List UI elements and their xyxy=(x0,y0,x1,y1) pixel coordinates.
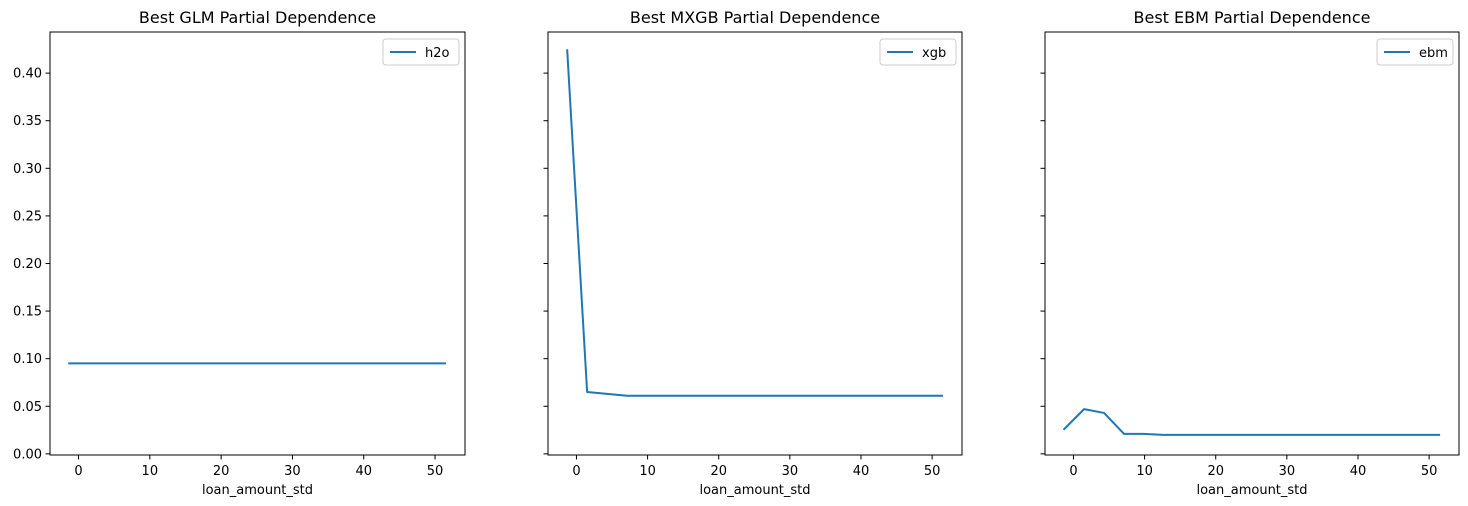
x-tick-label: 20 xyxy=(710,464,727,479)
x-tick-label: 30 xyxy=(1279,464,1296,479)
y-tick-label: 0.35 xyxy=(13,114,42,129)
y-tick-label: 0.40 xyxy=(13,67,42,82)
axes-frame xyxy=(547,31,963,456)
chart-title: Best GLM Partial Dependence xyxy=(139,8,376,27)
x-tick-label: 40 xyxy=(1350,464,1367,479)
x-tick-label: 50 xyxy=(924,464,941,479)
x-tick-label: 10 xyxy=(1136,464,1153,479)
y-tick-label: 0.30 xyxy=(13,162,42,177)
series-line-ebm xyxy=(1062,408,1441,436)
x-axis-label: loan_amount_std xyxy=(1196,483,1307,498)
x-axis-label: loan_amount_std xyxy=(202,483,313,498)
panel-1: 0 10 20 30 40 50 0.00 0.05 0.10 0.15 0.20 0.25 0.30 0… xyxy=(13,8,466,498)
legend-label: h2o xyxy=(425,46,450,61)
x-tick-label: 20 xyxy=(1207,464,1224,479)
legend-box xyxy=(1376,38,1454,66)
chart-title: Best MXGB Partial Dependence xyxy=(630,8,880,27)
series-line-xgb xyxy=(566,49,944,397)
legend-box xyxy=(879,38,957,66)
y-tick-label: 0.25 xyxy=(13,209,42,224)
x-tick-label: 50 xyxy=(427,464,444,479)
chart-title: Best EBM Partial Dependence xyxy=(1134,8,1371,27)
x-axis-label: loan_amount_std xyxy=(699,483,810,498)
y-tick-label: 0.15 xyxy=(13,305,42,320)
x-tick-label: 50 xyxy=(1421,464,1438,479)
x-tick-label: 30 xyxy=(284,464,301,479)
x-tick-label: 0 xyxy=(74,464,82,479)
axes-frame xyxy=(1044,31,1460,456)
x-tick-label: 0 xyxy=(1069,464,1077,479)
legend-box xyxy=(382,38,460,66)
legend-label: ebm xyxy=(1419,46,1448,61)
x-tick-label: 30 xyxy=(782,464,799,479)
x-tick-label: 10 xyxy=(639,464,656,479)
y-tick-label: 0.10 xyxy=(13,352,42,367)
legend-label: xgb xyxy=(922,46,946,61)
panel-3: 0 10 20 30 40 50 Best EBM Partial Dependence lo… xyxy=(1040,8,1460,498)
x-tick-label: 10 xyxy=(142,464,159,479)
x-tick-label: 40 xyxy=(355,464,372,479)
x-tick-label: 20 xyxy=(213,464,230,479)
panel-2: 0 10 20 30 40 50 Best MXGB Partial Dependence l… xyxy=(543,8,963,498)
axes-frame xyxy=(49,31,466,456)
x-tick-label: 40 xyxy=(853,464,870,479)
y-tick-label: 0.05 xyxy=(13,400,42,415)
x-tick-label: 0 xyxy=(572,464,580,479)
y-tick-label: 0.20 xyxy=(13,257,42,272)
y-tick-label: 0.00 xyxy=(13,447,42,462)
